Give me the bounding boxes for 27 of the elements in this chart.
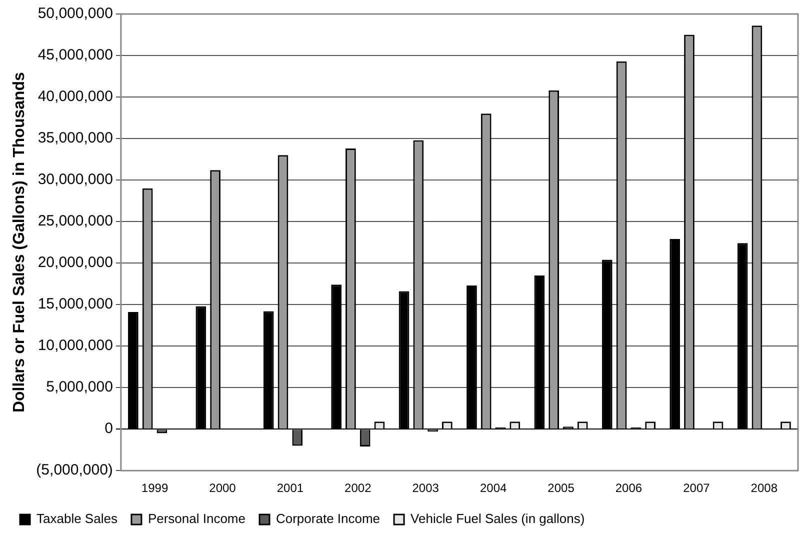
y-axis-title: Dollars or Fuel Sales (Gallons) in Thousands [11, 72, 28, 413]
x-tick-label: 2005 [548, 481, 575, 496]
y-tick-label: 35,000,000 [38, 130, 113, 147]
y-tick-label: 40,000,000 [38, 88, 113, 106]
y-tick-label: 30,000,000 [38, 171, 113, 188]
y-tick-label: (5,000,000) [36, 462, 113, 479]
legend-label: Personal Income [148, 511, 246, 526]
x-tick-label: 2006 [615, 481, 642, 496]
y-tick-label: 25,000,000 [38, 212, 113, 230]
x-tick-label: 2007 [683, 481, 710, 496]
y-tick-label: 15,000,000 [38, 296, 113, 313]
x-tick-label: 2004 [480, 481, 507, 496]
x-tick-label: 1999 [141, 481, 168, 496]
x-tick-label: 2001 [276, 481, 304, 496]
y-tick-label: 50,000,000 [38, 5, 113, 22]
y-tick-label: 5,000,000 [46, 378, 113, 396]
y-tick-label: 10,000,000 [38, 337, 113, 354]
y-tick-label: 20,000,000 [38, 254, 113, 272]
x-tick-label: 2000 [209, 481, 236, 496]
legend-label: Corporate Income [276, 511, 380, 526]
x-tick-label: 2008 [750, 481, 778, 496]
x-tick-label: 2002 [344, 481, 372, 496]
legend-label: Taxable Sales [36, 511, 118, 526]
x-tick-label: 2003 [412, 481, 440, 496]
y-tick-label: 0 [104, 420, 113, 438]
legend-label: Vehicle Fuel Sales (in gallons) [410, 511, 585, 526]
y-tick-label: 45,000,000 [38, 46, 113, 64]
